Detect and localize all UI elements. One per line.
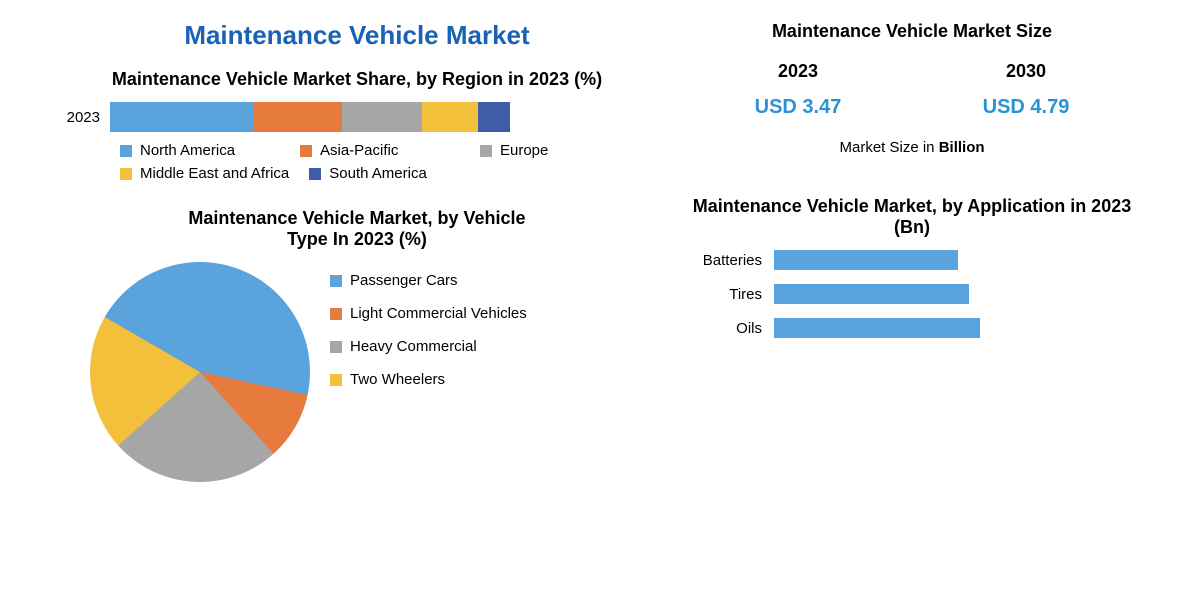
swatch-icon — [330, 341, 342, 353]
legend-item: North America — [120, 142, 280, 159]
region-seg — [254, 102, 342, 132]
hbar — [774, 250, 958, 270]
pie-legend: Passenger Cars Light Commercial Vehicles H… — [310, 262, 527, 482]
hbar-row: Tires — [684, 284, 1140, 304]
hbar-label: Oils — [684, 320, 774, 337]
legend-label: Light Commercial Vehicles — [350, 305, 527, 322]
legend-label: Two Wheelers — [350, 371, 445, 388]
size-note-bold: Billion — [939, 139, 985, 156]
main-title: Maintenance Vehicle Market — [60, 20, 654, 51]
legend-label: Heavy Commercial — [350, 338, 477, 355]
legend-item: Light Commercial Vehicles — [330, 305, 527, 322]
size-note-prefix: Market Size in — [839, 139, 938, 156]
legend-item: Asia-Pacific — [300, 142, 460, 159]
vehicle-type-chart: Maintenance Vehicle Market, by Vehicle T… — [60, 208, 654, 482]
application-title: Maintenance Vehicle Market, by Applicati… — [684, 196, 1140, 238]
application-chart: Maintenance Vehicle Market, by Applicati… — [684, 196, 1140, 352]
size-note: Market Size in Billion — [684, 139, 1140, 156]
swatch-icon — [330, 308, 342, 320]
legend-label: Europe — [500, 142, 548, 159]
size-val-1: USD 4.79 — [983, 96, 1070, 119]
region-legend: North America Asia-Pacific Europe Middle Ea… — [60, 142, 654, 182]
hbar — [774, 284, 969, 304]
region-seg — [342, 102, 422, 132]
region-year-label: 2023 — [60, 109, 110, 126]
legend-item: Passenger Cars — [330, 272, 527, 289]
swatch-icon — [480, 145, 492, 157]
hbar-track — [774, 318, 1034, 338]
vehicle-type-title: Maintenance Vehicle Market, by Vehicle T… — [187, 208, 527, 250]
size-year-0: 2023 — [778, 61, 818, 82]
legend-item: Europe — [480, 142, 640, 159]
size-year-1: 2030 — [1006, 61, 1046, 82]
legend-item: South America — [309, 165, 469, 182]
legend-label: North America — [140, 142, 235, 159]
swatch-icon — [330, 275, 342, 287]
region-seg — [110, 102, 254, 132]
legend-label: Middle East and Africa — [140, 165, 289, 182]
hbar — [774, 318, 980, 338]
swatch-icon — [120, 168, 132, 180]
hbar-row: Batteries — [684, 250, 1140, 270]
legend-label: South America — [329, 165, 427, 182]
market-size-block: Maintenance Vehicle Market Size 2023 203… — [684, 20, 1140, 156]
market-size-title: Maintenance Vehicle Market Size — [684, 20, 1140, 43]
hbar-row: Oils — [684, 318, 1140, 338]
hbar-label: Tires — [684, 286, 774, 303]
legend-item: Middle East and Africa — [120, 165, 289, 182]
hbar-track — [774, 284, 1034, 304]
region-seg — [422, 102, 478, 132]
size-val-0: USD 3.47 — [755, 96, 842, 119]
pie-chart — [90, 262, 310, 482]
legend-item: Two Wheelers — [330, 371, 527, 388]
legend-item: Heavy Commercial — [330, 338, 527, 355]
legend-label: Passenger Cars — [350, 272, 458, 289]
swatch-icon — [120, 145, 132, 157]
region-chart-title: Maintenance Vehicle Market Share, by Reg… — [60, 69, 654, 90]
swatch-icon — [300, 145, 312, 157]
legend-label: Asia-Pacific — [320, 142, 398, 159]
hbar-track — [774, 250, 1034, 270]
region-stacked-bar — [110, 102, 510, 132]
region-chart: Maintenance Vehicle Market Share, by Reg… — [60, 69, 654, 202]
hbar-label: Batteries — [684, 252, 774, 269]
swatch-icon — [309, 168, 321, 180]
swatch-icon — [330, 374, 342, 386]
region-seg — [478, 102, 510, 132]
